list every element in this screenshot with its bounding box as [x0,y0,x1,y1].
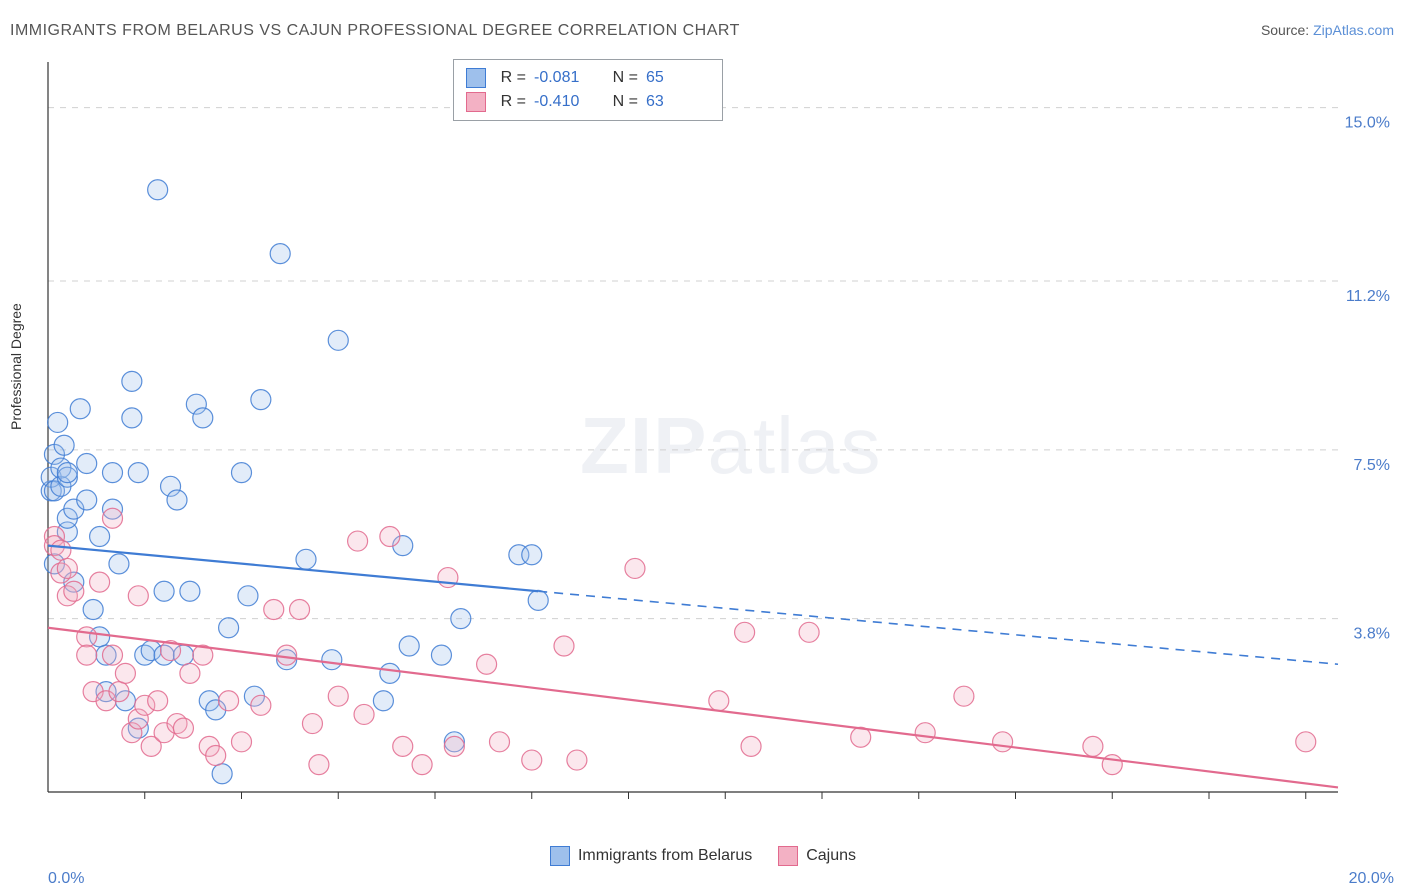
svg-text:15.0%: 15.0% [1345,115,1390,132]
r-label: R = [494,93,526,111]
source-label: Source: ZipAtlas.com [1261,22,1394,38]
scatter-svg: 15.0% 11.2% 7.5% 3.8% [48,52,1394,822]
n-value-belarus: 65 [646,69,710,87]
svg-text:3.8%: 3.8% [1354,626,1390,643]
legend-stats-row: R = -0.081 N = 65 [466,66,710,90]
x-min-label: 0.0% [48,870,84,888]
r-value-belarus: -0.081 [534,69,598,87]
legend-swatch [778,846,798,866]
r-label: R = [494,69,526,87]
source-link[interactable]: ZipAtlas.com [1313,22,1394,38]
x-max-label: 20.0% [1349,870,1394,888]
svg-text:7.5%: 7.5% [1354,457,1390,474]
legend-series: Immigrants from Belarus Cajuns [0,846,1406,866]
source-prefix: Source: [1261,22,1313,38]
svg-text:11.2%: 11.2% [1346,288,1390,305]
n-label: N = [606,93,638,111]
y-axis-label: Professional Degree [8,303,24,430]
chart-container: IMMIGRANTS FROM BELARUS VS CAJUN PROFESS… [0,0,1406,892]
legend-label: Immigrants from Belarus [578,847,752,864]
legend-swatch-cajuns [466,92,486,112]
legend-item-belarus: Immigrants from Belarus [550,846,752,866]
chart-title: IMMIGRANTS FROM BELARUS VS CAJUN PROFESS… [10,22,740,40]
legend-label: Cajuns [806,847,856,864]
n-label: N = [606,69,638,87]
legend-item-cajuns: Cajuns [778,846,856,866]
r-value-cajuns: -0.410 [534,93,598,111]
legend-swatch [550,846,570,866]
legend-swatch-belarus [466,68,486,88]
legend-stats-row: R = -0.410 N = 63 [466,90,710,114]
legend-stats: R = -0.081 N = 65 R = -0.410 N = 63 [453,59,723,121]
n-value-cajuns: 63 [646,93,710,111]
plot-area: 15.0% 11.2% 7.5% 3.8% [48,52,1394,822]
